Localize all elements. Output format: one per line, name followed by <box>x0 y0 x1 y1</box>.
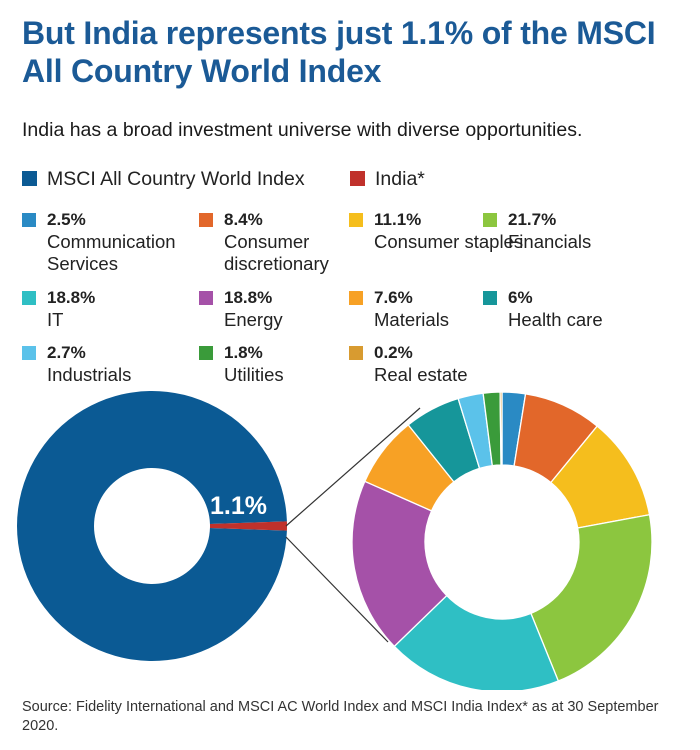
legend-item-world: MSCI All Country World Index <box>22 168 305 191</box>
slice-energy <box>351 480 448 648</box>
legend-swatch <box>483 291 497 305</box>
legend-label: Financials <box>508 231 592 252</box>
legend-percent: 1.8% <box>224 343 263 362</box>
legend-item-india: India* <box>350 168 425 191</box>
legend-label: Materials <box>374 309 450 330</box>
legend-swatch <box>199 346 213 360</box>
legend-swatch <box>349 213 363 227</box>
legend-label-world: MSCI All Country World Index <box>47 168 305 190</box>
legend-label: IT <box>47 309 64 330</box>
slice-msci-all-country-world-index <box>16 391 287 661</box>
legend-swatch <box>22 346 36 360</box>
legend-label: Communication Services <box>47 231 176 274</box>
legend-swatch <box>199 213 213 227</box>
legend-percent: 2.7% <box>47 343 86 362</box>
legend-percent: 8.4% <box>224 210 263 229</box>
legend-swatch-india <box>350 171 365 186</box>
connector-line-top <box>285 407 421 527</box>
subtitle: India has a broad investment universe wi… <box>22 119 583 141</box>
legend-percent: 11.1% <box>374 210 422 229</box>
legend-swatch-world <box>22 171 37 186</box>
legend-percent: 0.2% <box>374 343 413 362</box>
legend-label: Energy <box>224 309 283 330</box>
page-title: But India represents just 1.1% of the MS… <box>22 15 656 89</box>
legend-label: Consumer discretionary <box>224 231 329 274</box>
legend-label: Consumer staples <box>374 231 524 252</box>
legend-label: Health care <box>508 309 603 330</box>
legend-percent: 21.7% <box>508 210 557 229</box>
slice-financials <box>530 513 653 682</box>
donut-charts: 1.1% <box>16 391 653 690</box>
legend-swatch <box>22 291 36 305</box>
legend-swatch <box>349 346 363 360</box>
legend-swatch <box>483 213 497 227</box>
legend-percent: 18.8% <box>47 288 96 307</box>
legend-label-india: India* <box>375 168 425 190</box>
legend-label: Real estate <box>374 364 468 385</box>
india-share-label: 1.1% <box>210 492 267 520</box>
source-note: Source: Fidelity International and MSCI … <box>22 699 659 734</box>
legend-percent: 18.8% <box>224 288 273 307</box>
slice-it <box>393 594 560 690</box>
legend-percent: 2.5% <box>47 210 86 229</box>
legend-swatch <box>349 291 363 305</box>
legend-swatch <box>199 291 213 305</box>
legend-label: Utilities <box>224 364 284 385</box>
slice-india <box>209 521 287 531</box>
legend-percent: 7.6% <box>374 288 413 307</box>
slice-real-estate <box>499 391 503 466</box>
legend-percent: 6% <box>508 288 533 307</box>
connector-line-bottom <box>285 536 389 643</box>
legend-swatch <box>22 213 36 227</box>
legend-label: Industrials <box>47 364 132 385</box>
